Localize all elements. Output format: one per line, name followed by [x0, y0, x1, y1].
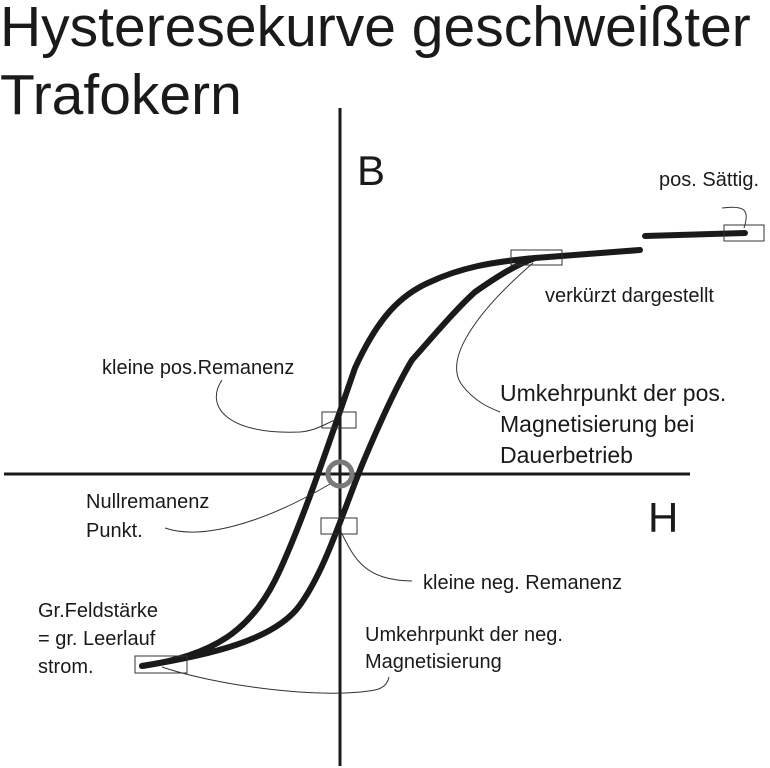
leader-reversal-pos — [456, 262, 534, 413]
high-field-line-1: Gr.Feldstärke — [38, 600, 158, 622]
high-field-line-3: strom. — [38, 656, 94, 678]
reversal-pos-line-2: Magnetisierung bei — [500, 411, 694, 437]
small-pos-remanence-label: kleine pos.Remanenz — [102, 357, 294, 379]
leader-small-pos-remanence — [215, 379, 336, 433]
reversal-neg-line-1: Umkehrpunkt der neg. — [365, 624, 563, 646]
pos-saturation-label: pos. Sättig. — [659, 169, 759, 191]
reversal-pos-box — [510, 249, 563, 266]
title-line-1: Hysteresekurve geschweißter — [0, 0, 751, 59]
y-axis-label: B — [357, 147, 385, 194]
small-pos-remanence-box — [321, 411, 357, 429]
small-neg-remanence-label: kleine neg. Remanenz — [423, 572, 622, 594]
null-remanence-marker — [325, 459, 355, 489]
reversal-pos-line-3: Dauerbetrieb — [500, 442, 633, 468]
lower-branch-curve — [139, 255, 538, 669]
saturation-segment — [642, 230, 748, 239]
leader-small-neg-remanence — [340, 531, 413, 582]
reversal-pos-line-1: Umkehrpunkt der pos. — [500, 380, 726, 406]
upper-branch-curve — [139, 247, 643, 669]
leader-zero-remanence — [164, 483, 331, 533]
high-field-box — [134, 655, 188, 674]
high-field-line-2: = gr. Leerlauf — [38, 628, 156, 650]
small-neg-remanence-box — [320, 517, 358, 535]
reversal-neg-line-2: Magnetisierung — [365, 651, 502, 673]
leader-pos-saturation — [721, 206, 747, 229]
title-line-2: Trafokern — [0, 63, 242, 127]
pos-saturation-box — [723, 224, 765, 242]
zero-remanence-line-1: Nullremanenz — [86, 491, 209, 513]
x-axis-label: H — [648, 494, 678, 541]
zero-remanence-line-2: Punkt. — [86, 520, 143, 542]
leader-high-field-reversal — [161, 666, 390, 694]
shortened-label: verkürzt dargestellt — [545, 285, 714, 307]
